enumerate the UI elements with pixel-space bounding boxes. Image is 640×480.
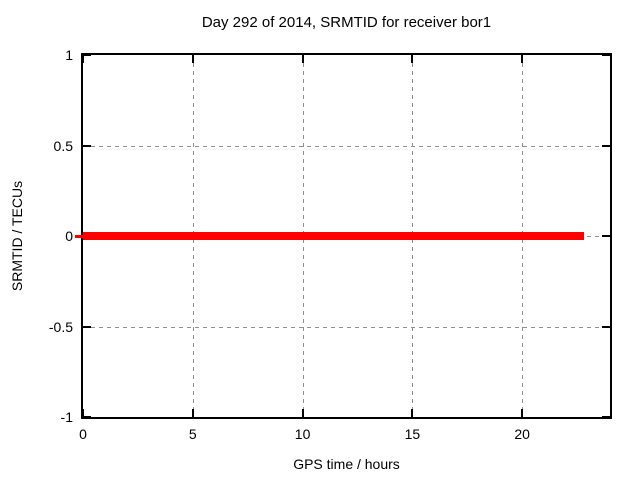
x-tick-top [301,55,304,63]
y-tick-left [83,325,91,328]
x-tick-top [82,55,84,63]
y-gridline [83,145,610,147]
y-gridline [83,326,610,328]
y-tick-left [83,54,91,56]
x-tick-label: 5 [188,426,197,442]
x-tick-top [411,55,414,63]
y-tick-right [602,416,610,418]
y-tick-left [83,416,91,418]
y-tick-label: -1 [60,409,73,425]
y-tick-right [602,144,610,147]
series-line-left-cap [75,234,84,238]
x-tick-top [191,55,194,63]
y-tick-right [602,54,610,56]
y-tick-right [602,325,610,328]
x-tick-bottom [411,409,414,417]
x-tick-label: 15 [404,426,421,442]
y-tick-label: 0 [65,228,73,244]
chart-title: Day 292 of 2014, SRMTID for receiver bor… [201,14,492,31]
x-tick-label: 20 [514,426,530,442]
x-tick-label: 0 [79,426,87,442]
x-tick-bottom [82,409,84,417]
y-tick-label: -0.5 [48,318,73,335]
y-tick-right [602,235,610,237]
x-tick-bottom [191,409,194,417]
y-tick-left [83,144,91,147]
x-tick-bottom [521,409,524,417]
x-axis-label: GPS time / hours [293,456,400,472]
y-tick-label: 1 [65,47,73,63]
y-tick-label: 0.5 [53,137,73,154]
x-tick-bottom [301,409,304,417]
series-line-srmtid [83,232,584,240]
x-tick-top [521,55,524,63]
x-tick-label: 10 [294,426,311,442]
